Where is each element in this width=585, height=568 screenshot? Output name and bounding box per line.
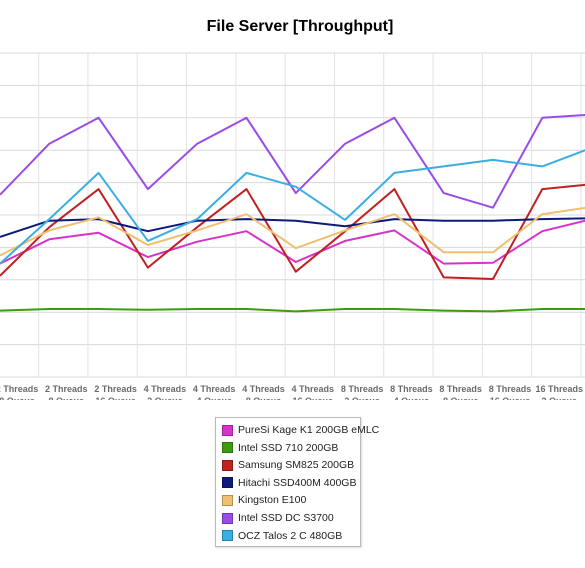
legend-item: Hitachi SSD400M 400GB xyxy=(222,475,356,491)
x-tick-label: 4 Threads xyxy=(292,384,335,394)
x-tick-label: 4 Threads xyxy=(242,384,285,394)
series-line xyxy=(0,183,585,280)
legend-swatch xyxy=(222,459,233,471)
series-line xyxy=(0,219,585,265)
legend-label: OCZ Talos 2 C 480GB xyxy=(238,529,343,542)
x-tick-label: 2 Queue xyxy=(344,396,380,400)
series-line xyxy=(0,206,585,257)
x-tick-label: 8 Queue xyxy=(443,396,479,400)
x-tick-label: 2 Queue xyxy=(147,396,183,400)
x-tick-label: 4 Threads xyxy=(193,384,236,394)
x-tick-label: 2 Threads xyxy=(0,384,38,394)
x-tick-label: 8 Queue xyxy=(246,396,282,400)
legend-swatch xyxy=(222,530,233,542)
legend-item: OCZ Talos 2 C 480GB xyxy=(222,528,342,544)
x-tick-label: 2 Threads xyxy=(94,384,137,394)
legend-label: Intel SSD DC S3700 xyxy=(238,512,334,524)
series-lines xyxy=(0,114,585,313)
chart-title: File Server [Throughput] xyxy=(206,18,394,35)
x-tick-label: 16 Queue xyxy=(95,396,136,400)
x-tick-label: 2 Queue xyxy=(542,396,578,400)
series-line xyxy=(0,217,585,238)
legend-item: Samsung SM825 200GB xyxy=(222,457,354,473)
x-tick-labels: 2 Threads 8 Queue 2 Threads 8 Queue 2 Thread… xyxy=(0,384,585,400)
x-tick-label: 8 Threads xyxy=(489,384,532,394)
x-tick-label: 4 Threads xyxy=(144,384,187,394)
series-line xyxy=(0,308,585,313)
x-tick-label: 8 Queue xyxy=(49,396,85,400)
legend-label: Samsung SM825 200GB xyxy=(238,459,355,472)
x-tick-label: 8 Threads xyxy=(439,384,482,394)
legend-label: Hitachi SSD400M 400GB xyxy=(238,476,357,489)
x-tick-label: 16 Queue xyxy=(293,396,334,400)
legend-label: Kingston E100 xyxy=(238,494,307,507)
legend-item: Kingston E100 xyxy=(222,492,306,508)
legend-swatch xyxy=(222,512,233,524)
legend-swatch xyxy=(222,442,233,454)
legend-item: PureSi Kage K1 200GB eMLC xyxy=(222,422,379,438)
legend-label: Intel SSD 710 200GB xyxy=(238,441,339,454)
legend-item: Intel SSD DC S3700 xyxy=(222,510,334,526)
x-tick-label: 8 Threads xyxy=(341,384,384,394)
x-tick-label: 4 Queue xyxy=(196,396,232,400)
legend-swatch xyxy=(222,494,233,506)
gridlines xyxy=(0,52,585,378)
series-line xyxy=(0,114,585,209)
x-tick-label: 16 Threads xyxy=(536,384,584,394)
series-line xyxy=(0,149,585,265)
x-tick-label: 8 Threads xyxy=(390,384,433,394)
x-tick-label: 16 Queue xyxy=(490,396,531,400)
legend-item: Intel SSD 710 200GB xyxy=(222,440,338,456)
x-tick-label: 8 Queue xyxy=(0,396,35,400)
legend-label: PureSi Kage K1 200GB eMLC xyxy=(238,424,380,436)
legend: PureSi Kage K1 200GB eMLC Intel SSD 710 2… xyxy=(215,417,379,547)
x-tick-label: 4 Queue xyxy=(394,396,430,400)
x-tick-label: 2 Threads xyxy=(45,384,88,394)
line-chart: 2 Threads 8 Queue 2 Threads 8 Queue 2 Thread… xyxy=(0,52,585,400)
legend-swatch xyxy=(222,424,233,436)
legend-swatch xyxy=(222,477,233,489)
